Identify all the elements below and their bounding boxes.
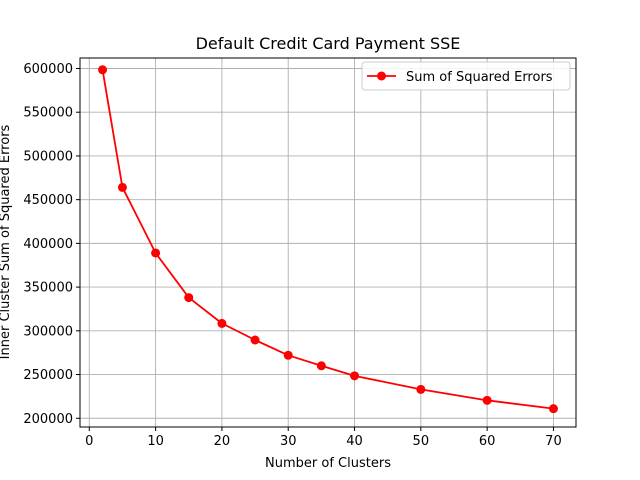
y-tick-label: 400000: [23, 237, 73, 252]
y-tick-label: 300000: [23, 324, 73, 339]
x-tick-label: 70: [545, 434, 562, 449]
data-point: [151, 248, 161, 258]
data-point: [316, 361, 326, 371]
series-line: [101, 69, 554, 410]
data-point: [548, 404, 558, 414]
y-tick-label: 600000: [23, 62, 73, 77]
x-tick-label: 50: [413, 434, 430, 449]
axis-ticks: 0 10 20 30 40 50 60 70 200000 250000 300000 350000 4…: [23, 62, 561, 449]
data-point: [98, 65, 108, 75]
x-tick-label: 40: [346, 434, 363, 449]
data-point: [482, 395, 492, 405]
data-point: [184, 293, 194, 303]
legend-marker-sample: [377, 71, 386, 81]
y-tick-label: 550000: [23, 106, 73, 121]
y-tick-label: 500000: [23, 149, 73, 164]
data-point: [250, 335, 260, 345]
x-axis-label: Number of Clusters: [265, 456, 391, 471]
data-point: [283, 350, 293, 360]
data-point: [416, 384, 426, 394]
x-tick-label: 10: [147, 434, 164, 449]
x-tick-label: 60: [479, 434, 496, 449]
data-point: [350, 371, 360, 381]
data-point: [117, 182, 127, 192]
y-tick-label: 200000: [23, 412, 73, 427]
y-tick-label: 250000: [23, 368, 73, 383]
legend: Sum of Squared Errors: [361, 61, 571, 91]
grid-lines: [80, 58, 576, 427]
legend-entry-label: Sum of Squared Errors: [406, 70, 553, 85]
data-series: [98, 65, 558, 414]
legend-box: [361, 61, 571, 91]
y-tick-label: 350000: [23, 281, 73, 296]
x-tick-label: 0: [85, 434, 93, 449]
y-tick-label: 450000: [23, 193, 73, 208]
data-point: [217, 318, 227, 328]
chart-title: Default Credit Card Payment SSE: [196, 34, 461, 53]
y-axis-label: Inner Cluster Sum of Squared Errors: [0, 124, 13, 359]
plot-area-frame: [79, 57, 577, 428]
x-tick-label: 30: [280, 434, 297, 449]
x-tick-label: 20: [214, 434, 231, 449]
